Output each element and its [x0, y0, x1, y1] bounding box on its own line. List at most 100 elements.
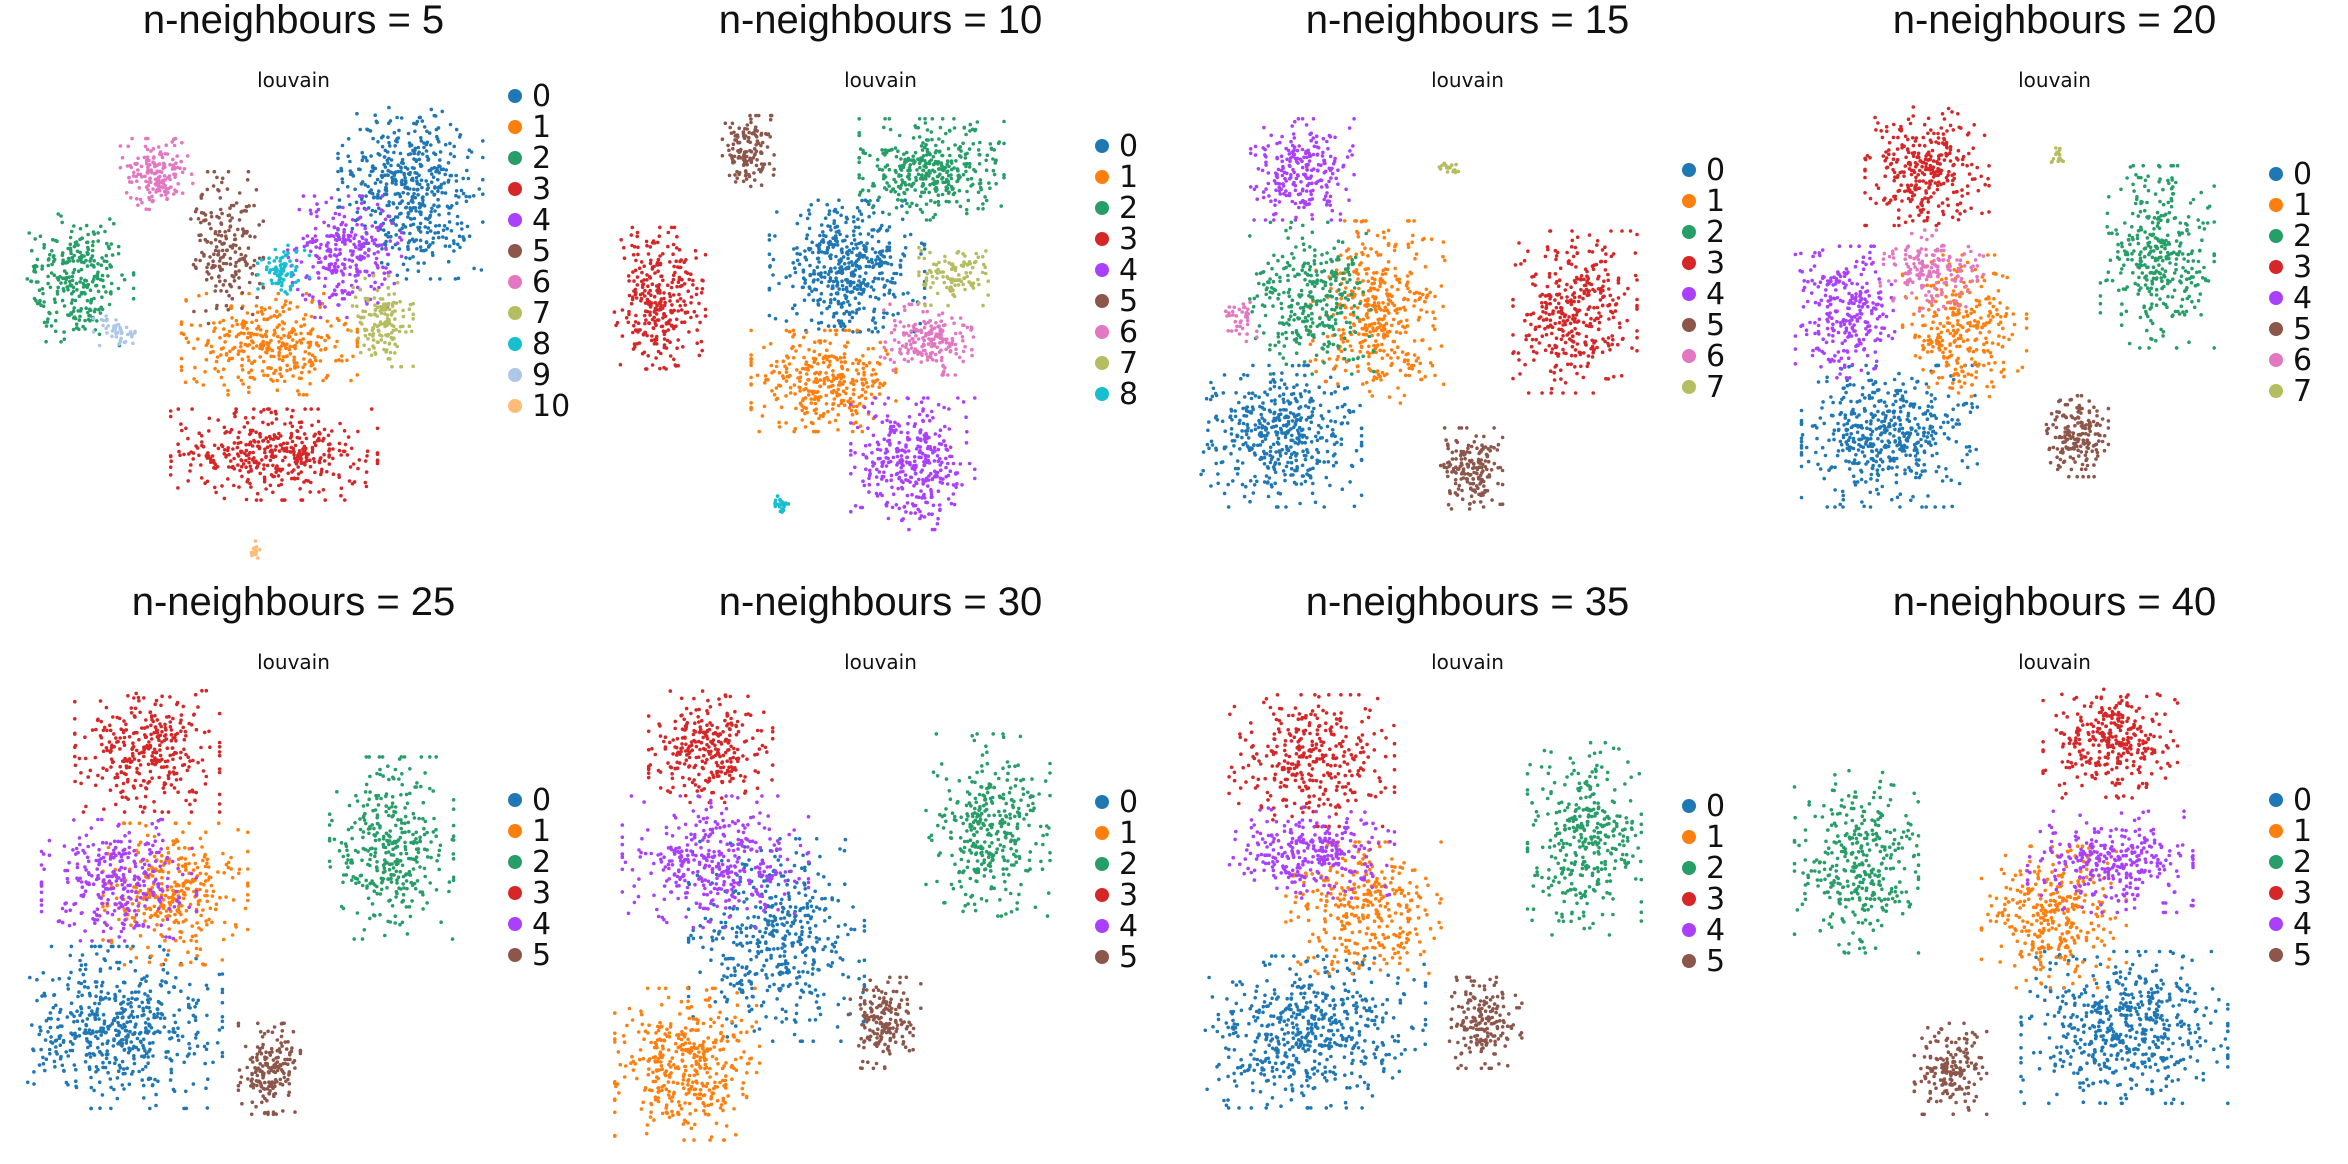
- data-point: [78, 226, 83, 231]
- data-point: [885, 311, 889, 316]
- data-point: [673, 270, 677, 275]
- data-point: [810, 250, 815, 255]
- data-point: [894, 503, 899, 507]
- data-point: [261, 219, 266, 223]
- data-point: [867, 202, 871, 207]
- data-point: [381, 134, 385, 138]
- data-point: [253, 235, 257, 239]
- data-point: [311, 457, 316, 461]
- data-point: [146, 183, 151, 188]
- data-point: [822, 381, 827, 386]
- data-point: [414, 122, 419, 126]
- data-point: [854, 368, 859, 372]
- data-point: [191, 262, 196, 267]
- data-point: [841, 255, 846, 259]
- data-point: [941, 180, 945, 185]
- data-point: [270, 421, 274, 425]
- data-point: [860, 198, 864, 203]
- data-point: [220, 176, 225, 181]
- data-point: [774, 397, 779, 402]
- data-point: [56, 278, 61, 282]
- data-point: [929, 130, 934, 134]
- data-point: [837, 383, 841, 387]
- data-point: [835, 239, 839, 244]
- data-point: [126, 144, 130, 149]
- data-point: [395, 140, 399, 144]
- data-point: [827, 420, 832, 425]
- data-point: [354, 279, 358, 283]
- data-point: [805, 233, 810, 237]
- data-point: [144, 179, 148, 184]
- data-point: [921, 154, 926, 158]
- data-point: [929, 324, 933, 328]
- data-point: [471, 194, 476, 198]
- data-point: [433, 209, 437, 213]
- data-point: [945, 337, 949, 341]
- data-point: [936, 489, 941, 494]
- data-point: [399, 169, 403, 174]
- legend-item-1: 1: [1095, 159, 1138, 195]
- data-point: [299, 470, 304, 474]
- data-point: [360, 194, 365, 198]
- data-point: [139, 164, 144, 169]
- data-point: [466, 176, 471, 181]
- data-point: [452, 241, 456, 246]
- data-point: [831, 314, 836, 319]
- data-point: [924, 202, 929, 206]
- data-point: [344, 223, 348, 227]
- data-point: [333, 237, 338, 242]
- data-point: [284, 346, 288, 350]
- data-point: [935, 174, 940, 179]
- data-point: [936, 516, 940, 521]
- data-point: [733, 138, 737, 142]
- data-point: [251, 546, 256, 551]
- data-point: [297, 392, 302, 397]
- data-point: [670, 303, 674, 307]
- data-point: [809, 401, 814, 405]
- data-point: [861, 354, 865, 358]
- data-point: [85, 264, 90, 268]
- data-point: [652, 294, 657, 299]
- data-point: [184, 336, 189, 340]
- data-point: [949, 173, 953, 177]
- data-point: [643, 294, 647, 298]
- data-point: [62, 276, 67, 281]
- data-point: [809, 318, 814, 322]
- legend-label: 8: [1119, 376, 1139, 412]
- data-point: [1253, 394, 1258, 398]
- data-point: [144, 207, 148, 211]
- data-point: [164, 143, 168, 147]
- data-point: [363, 226, 368, 231]
- data-point: [1253, 474, 1257, 479]
- data-point: [849, 282, 853, 287]
- data-point: [745, 123, 750, 127]
- data-point: [288, 288, 293, 292]
- data-point: [424, 149, 429, 153]
- data-point: [839, 319, 844, 323]
- data-point: [457, 135, 462, 139]
- legend-label: 9: [532, 357, 552, 393]
- data-point: [286, 243, 290, 248]
- data-point: [339, 354, 344, 358]
- data-point: [319, 348, 323, 352]
- data-point: [840, 250, 844, 255]
- data-point: [373, 166, 378, 171]
- data-point: [168, 473, 173, 477]
- data-point: [48, 285, 53, 290]
- data-point: [202, 211, 206, 215]
- data-point: [813, 371, 817, 376]
- cluster-0-points: [767, 198, 927, 334]
- data-point: [379, 223, 384, 228]
- data-point: [219, 233, 224, 238]
- data-point: [49, 324, 54, 328]
- data-point: [321, 488, 326, 492]
- scatter-plot: [612, 113, 1006, 532]
- data-point: [968, 129, 972, 133]
- data-point: [345, 453, 350, 457]
- data-point: [250, 361, 254, 365]
- data-point: [282, 343, 287, 348]
- data-point: [798, 252, 802, 256]
- data-point: [380, 144, 385, 149]
- data-point: [683, 310, 688, 315]
- data-point: [883, 356, 887, 360]
